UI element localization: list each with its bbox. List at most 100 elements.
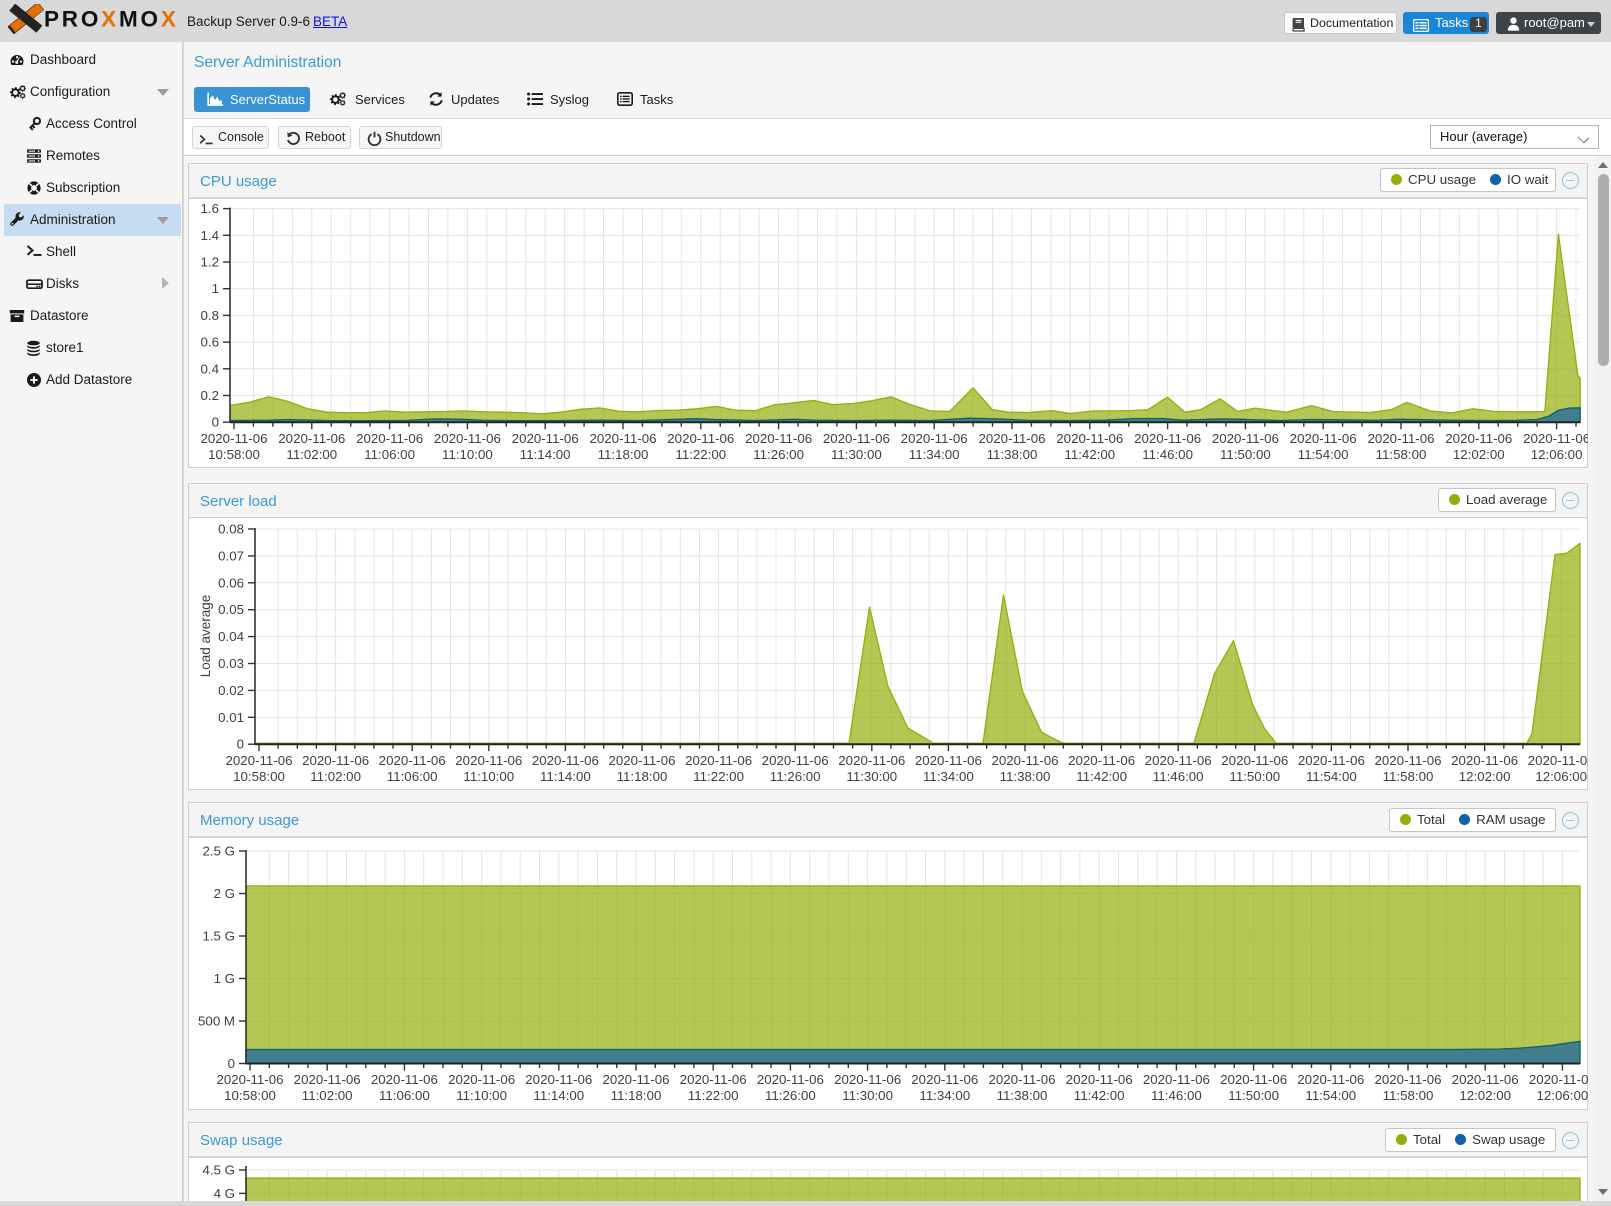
svg-text:2020-11-06: 2020-11-06 [685, 753, 752, 768]
svg-text:2020-11-06: 2020-11-06 [762, 753, 829, 768]
svg-text:11:42:00: 11:42:00 [1074, 1088, 1125, 1103]
svg-text:1.4: 1.4 [201, 228, 220, 243]
svg-text:2020-11-06: 2020-11-06 [1066, 1072, 1133, 1087]
svg-text:2020-11-06: 2020-11-06 [434, 431, 501, 446]
svg-text:11:26:00: 11:26:00 [753, 447, 804, 462]
svg-text:0.06: 0.06 [218, 575, 244, 590]
svg-text:11:46:00: 11:46:00 [1142, 447, 1193, 462]
svg-text:2020-11-06: 2020-11-06 [371, 1072, 438, 1087]
svg-text:1: 1 [212, 281, 219, 296]
svg-text:2.5 G: 2.5 G [202, 844, 235, 859]
svg-text:11:30:00: 11:30:00 [842, 1088, 893, 1103]
svg-text:Load average: Load average [198, 595, 213, 678]
svg-text:2020-11-06: 2020-11-06 [1374, 1072, 1441, 1087]
svg-text:2020-11-06: 2020-11-06 [379, 753, 446, 768]
svg-text:11:10:00: 11:10:00 [442, 447, 493, 462]
svg-text:2020-11-06: 2020-11-06 [448, 1072, 515, 1087]
svg-text:0.2: 0.2 [201, 388, 220, 403]
svg-text:0.07: 0.07 [218, 548, 244, 563]
svg-text:11:22:00: 11:22:00 [675, 447, 726, 462]
svg-text:2020-11-06: 2020-11-06 [1290, 431, 1357, 446]
svg-text:11:18:00: 11:18:00 [617, 769, 668, 784]
svg-text:11:06:00: 11:06:00 [387, 769, 438, 784]
svg-text:11:38:00: 11:38:00 [987, 447, 1038, 462]
svg-text:10:58:00: 10:58:00 [233, 769, 285, 784]
svg-text:2020-11-06: 2020-11-06 [1452, 1072, 1519, 1087]
svg-text:2020-11-06: 2020-11-06 [302, 753, 369, 768]
svg-text:0.6: 0.6 [201, 335, 220, 350]
svg-text:2020-11-06: 2020-11-06 [356, 431, 423, 446]
svg-text:11:14:00: 11:14:00 [520, 447, 571, 462]
svg-text:11:54:00: 11:54:00 [1306, 769, 1357, 784]
svg-text:2020-11-06: 2020-11-06 [512, 431, 579, 446]
svg-text:11:58:00: 11:58:00 [1383, 769, 1434, 784]
svg-text:11:18:00: 11:18:00 [611, 1088, 662, 1103]
svg-text:2020-11-06: 2020-11-06 [1145, 753, 1212, 768]
svg-text:11:02:00: 11:02:00 [286, 447, 337, 462]
svg-text:11:34:00: 11:34:00 [923, 769, 974, 784]
svg-text:2020-11-06: 2020-11-06 [915, 753, 982, 768]
svg-text:2020-11-06: 2020-11-06 [1134, 431, 1201, 446]
svg-text:2020-11-06: 2020-11-06 [1451, 753, 1518, 768]
svg-text:2020-11-06: 2020-11-06 [1220, 1072, 1287, 1087]
svg-text:2020-11-06: 2020-11-06 [200, 431, 267, 446]
svg-text:11:22:00: 11:22:00 [693, 769, 744, 784]
svg-text:2020-11-06: 2020-11-06 [838, 753, 905, 768]
svg-text:0.03: 0.03 [218, 656, 244, 671]
svg-text:2020-11-06: 2020-11-06 [1529, 1072, 1588, 1087]
svg-text:11:58:00: 11:58:00 [1383, 1088, 1434, 1103]
svg-text:11:58:00: 11:58:00 [1376, 447, 1427, 462]
svg-text:11:46:00: 11:46:00 [1153, 769, 1204, 784]
svg-text:11:50:00: 11:50:00 [1220, 447, 1271, 462]
svg-text:11:06:00: 11:06:00 [364, 447, 415, 462]
svg-text:11:42:00: 11:42:00 [1076, 769, 1127, 784]
svg-text:0.01: 0.01 [218, 710, 244, 725]
svg-text:1.5 G: 1.5 G [202, 929, 235, 944]
svg-text:2020-11-06: 2020-11-06 [1143, 1072, 1210, 1087]
svg-text:2020-11-06: 2020-11-06 [532, 753, 599, 768]
svg-text:2020-11-06: 2020-11-06 [667, 431, 734, 446]
svg-text:0.05: 0.05 [218, 602, 244, 617]
svg-text:11:30:00: 11:30:00 [831, 447, 882, 462]
svg-text:11:50:00: 11:50:00 [1229, 769, 1280, 784]
svg-text:2020-11-06: 2020-11-06 [1056, 431, 1123, 446]
svg-text:11:30:00: 11:30:00 [846, 769, 897, 784]
svg-text:11:38:00: 11:38:00 [1000, 769, 1051, 784]
svg-text:11:38:00: 11:38:00 [997, 1088, 1048, 1103]
svg-text:4.5 G: 4.5 G [202, 1163, 235, 1178]
svg-text:2020-11-06: 2020-11-06 [1068, 753, 1135, 768]
svg-text:2020-11-06: 2020-11-06 [608, 753, 675, 768]
svg-text:11:42:00: 11:42:00 [1064, 447, 1115, 462]
svg-text:0.02: 0.02 [218, 683, 244, 698]
svg-text:2020-11-06: 2020-11-06 [991, 753, 1058, 768]
svg-text:1 G: 1 G [214, 971, 235, 986]
svg-text:PROXMOX: PROXMOX [44, 7, 179, 32]
svg-text:0: 0 [212, 415, 219, 430]
svg-text:2020-11-06: 2020-11-06 [602, 1072, 669, 1087]
svg-text:2020-11-06: 2020-11-06 [216, 1072, 283, 1087]
svg-text:11:02:00: 11:02:00 [310, 769, 361, 784]
svg-text:0: 0 [228, 1056, 235, 1071]
svg-text:11:34:00: 11:34:00 [919, 1088, 970, 1103]
svg-text:11:02:00: 11:02:00 [302, 1088, 353, 1103]
svg-text:2020-11-06: 2020-11-06 [988, 1072, 1055, 1087]
svg-text:12:06:00: 12:06:00 [1531, 447, 1583, 462]
svg-text:11:54:00: 11:54:00 [1305, 1088, 1356, 1103]
svg-text:1.2: 1.2 [201, 255, 220, 270]
svg-text:12:02:00: 12:02:00 [1453, 447, 1505, 462]
svg-text:11:50:00: 11:50:00 [1228, 1088, 1279, 1103]
svg-text:2020-11-06: 2020-11-06 [745, 431, 812, 446]
svg-text:11:26:00: 11:26:00 [770, 769, 821, 784]
svg-text:2020-11-06: 2020-11-06 [1445, 431, 1512, 446]
svg-text:10:58:00: 10:58:00 [208, 447, 260, 462]
svg-text:2020-11-06: 2020-11-06 [455, 753, 522, 768]
svg-text:2020-11-06: 2020-11-06 [680, 1072, 747, 1087]
svg-text:2020-11-06: 2020-11-06 [1221, 753, 1288, 768]
svg-text:11:14:00: 11:14:00 [533, 1088, 584, 1103]
svg-text:11:22:00: 11:22:00 [688, 1088, 739, 1103]
svg-text:10:58:00: 10:58:00 [224, 1088, 276, 1103]
svg-text:2 G: 2 G [214, 886, 235, 901]
svg-text:11:14:00: 11:14:00 [540, 769, 591, 784]
svg-text:4 G: 4 G [214, 1186, 235, 1201]
svg-text:0.04: 0.04 [218, 629, 244, 644]
